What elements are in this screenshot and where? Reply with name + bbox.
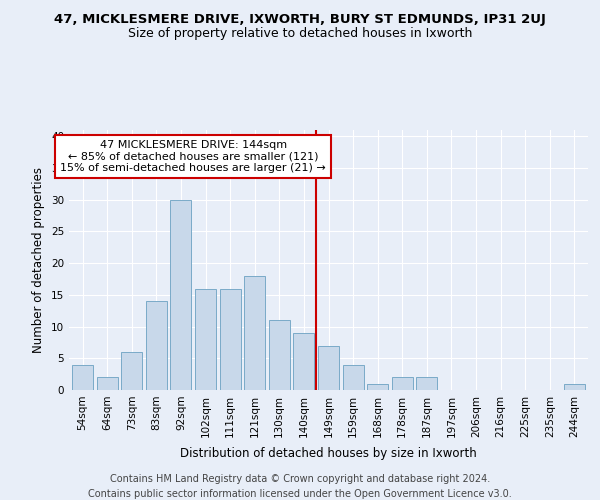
Bar — [564, 384, 585, 390]
Text: Contains public sector information licensed under the Open Government Licence v3: Contains public sector information licen… — [88, 489, 512, 499]
Bar — [146, 301, 167, 390]
Bar — [392, 378, 413, 390]
Bar — [367, 384, 388, 390]
Bar — [416, 378, 437, 390]
Text: Contains HM Land Registry data © Crown copyright and database right 2024.: Contains HM Land Registry data © Crown c… — [110, 474, 490, 484]
Bar — [269, 320, 290, 390]
Bar — [195, 288, 216, 390]
Bar — [97, 378, 118, 390]
Bar — [318, 346, 339, 390]
Text: Distribution of detached houses by size in Ixworth: Distribution of detached houses by size … — [181, 448, 477, 460]
Text: Size of property relative to detached houses in Ixworth: Size of property relative to detached ho… — [128, 28, 472, 40]
Text: 47, MICKLESMERE DRIVE, IXWORTH, BURY ST EDMUNDS, IP31 2UJ: 47, MICKLESMERE DRIVE, IXWORTH, BURY ST … — [54, 12, 546, 26]
Bar — [343, 364, 364, 390]
Bar — [170, 200, 191, 390]
Y-axis label: Number of detached properties: Number of detached properties — [32, 167, 46, 353]
Bar — [293, 333, 314, 390]
Text: 47 MICKLESMERE DRIVE: 144sqm
← 85% of detached houses are smaller (121)
15% of s: 47 MICKLESMERE DRIVE: 144sqm ← 85% of de… — [61, 140, 326, 172]
Bar — [121, 352, 142, 390]
Bar — [72, 364, 93, 390]
Bar — [220, 288, 241, 390]
Bar — [244, 276, 265, 390]
